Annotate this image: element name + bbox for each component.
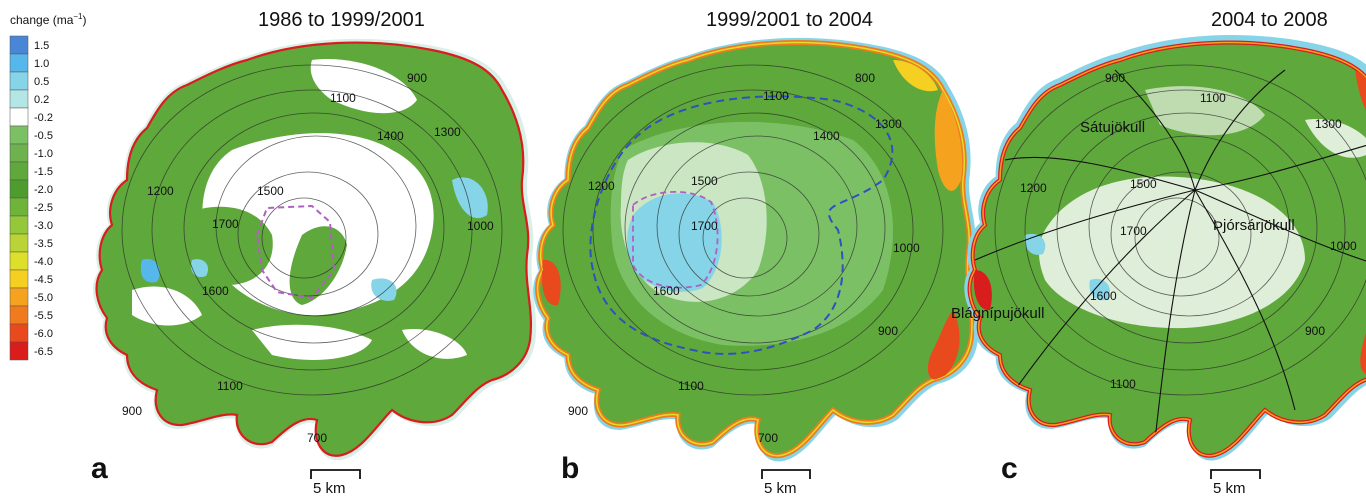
colorbar-tick-label: -3.0 [34, 220, 53, 232]
colorbar-tick-label: -1.5 [34, 166, 53, 178]
contour-label: 900 [878, 324, 898, 338]
place-names-c: Sátujökull Þjórsárjökull Blágnípujökull [951, 119, 1295, 322]
contour-label: 1600 [1090, 289, 1117, 303]
colorbar-tick-labels: 1.5 1.0 0.5 0.2 -0.2 -0.5 -1.0 -1.5 -2.0 -2.5 -3.0… [34, 40, 53, 358]
panel-b: 800 1100 1400 1300 1200 1500 1700 1000 1… [533, 37, 979, 462]
colorbar-tick-label: -1.0 [34, 148, 53, 160]
colorbar-swatch [9, 233, 29, 253]
scale-bar-label: 5 km [1213, 480, 1246, 497]
scale-bar-label: 5 km [764, 480, 797, 497]
colorbar-title: change (ma−1) [10, 12, 87, 27]
colorbar-swatch [9, 107, 29, 127]
contour-label: 1000 [893, 241, 920, 255]
colorbar-swatch [9, 35, 29, 55]
contour-label: 900 [122, 404, 142, 418]
colorbar-swatch [9, 323, 29, 343]
colorbar-tick-label: 0.5 [34, 76, 49, 88]
place-name-satujokull: Sátujökull [1080, 119, 1145, 136]
colorbar-swatch [9, 215, 29, 235]
colorbar-swatch [9, 179, 29, 199]
contour-label: 1100 [217, 379, 243, 393]
contour-label: 1100 [678, 379, 704, 393]
colorbar-tick-label: 1.0 [34, 58, 49, 70]
contour-label: 1300 [1315, 117, 1342, 131]
contour-label: 700 [307, 431, 327, 445]
scale-bar-label: 5 km [313, 480, 346, 497]
panel-c-title: 2004 to 2008 [1211, 9, 1328, 31]
colorbar-swatch [9, 53, 29, 73]
contour-label: 700 [758, 431, 778, 445]
contour-label: 1500 [1130, 177, 1157, 191]
colorbar-swatch [9, 89, 29, 109]
colorbar-tick-label: -6.5 [34, 346, 53, 358]
contour-label: 800 [855, 71, 875, 85]
colorbar-tick-label: -2.0 [34, 184, 53, 196]
contour-label: 1500 [257, 184, 284, 198]
colorbar-tick-label: 1.5 [34, 40, 49, 52]
contour-label: 1700 [1120, 224, 1147, 238]
colorbar-swatch [9, 197, 29, 217]
contour-label: 1000 [467, 219, 494, 233]
colorbar-tick-label: -4.5 [34, 274, 53, 286]
contour-label: 1300 [434, 125, 461, 139]
contour-labels-c: 900 1100 1300 1200 1500 1700 1600 1000 9… [1020, 71, 1357, 391]
panel-a-title: 1986 to 1999/2001 [258, 9, 425, 31]
panel-a-letter: a [91, 452, 108, 485]
colorbar-tick-label: -6.0 [34, 328, 53, 340]
contour-label: 1700 [691, 219, 718, 233]
contour-labels-b: 800 1100 1400 1300 1200 1500 1700 1000 1… [568, 71, 920, 445]
contour-label: 1100 [763, 89, 789, 103]
contour-label: 1100 [1110, 377, 1136, 391]
colorbar-swatch [9, 269, 29, 289]
contour-label: 1700 [212, 217, 239, 231]
contour-label: 1600 [653, 284, 680, 298]
contour-label: 1400 [813, 129, 840, 143]
contour-labels-a: 900 1100 1400 1300 1200 1500 1700 1000 1… [122, 71, 494, 445]
colorbar-swatch [9, 71, 29, 91]
colorbar-swatch [9, 305, 29, 325]
colorbar-swatches [9, 35, 29, 361]
colorbar-swatch [9, 143, 29, 163]
place-name-thjorsarjokull: Þjórsárjökull [1213, 217, 1295, 234]
colorbar-tick-label: -5.0 [34, 292, 53, 304]
colorbar-tick-label: -0.2 [34, 112, 53, 124]
contour-label: 1000 [1330, 239, 1357, 253]
contour-label: 1200 [147, 184, 174, 198]
colorbar-swatch [9, 287, 29, 307]
contour-label: 1600 [202, 284, 229, 298]
colorbar-swatch [9, 251, 29, 271]
colorbar: change (ma−1) 1.5 1.0 0.5 0.2 -0.2 -0.5 -1.0 -1… [9, 12, 87, 361]
panel-b-letter: b [561, 452, 579, 485]
colorbar-tick-label: -4.0 [34, 256, 53, 268]
contour-label: 900 [568, 404, 588, 418]
contour-label: 1100 [1200, 91, 1226, 105]
contour-label: 1100 [330, 91, 356, 105]
panel-c-letter: c [1001, 452, 1018, 485]
colorbar-tick-label: -3.5 [34, 238, 53, 250]
panel-c: 900 1100 1300 1200 1500 1700 1600 1000 9… [951, 34, 1366, 461]
contour-label: 900 [1305, 324, 1325, 338]
colorbar-tick-label: -5.5 [34, 310, 53, 322]
panel-a: 900 1100 1400 1300 1200 1500 1700 1000 1… [93, 38, 537, 461]
contour-label: 1200 [588, 179, 615, 193]
contour-label: 1400 [377, 129, 404, 143]
contour-label: 1200 [1020, 181, 1047, 195]
contour-label: 900 [1105, 71, 1125, 85]
colorbar-swatch [9, 125, 29, 145]
colorbar-tick-label: 0.2 [34, 94, 49, 106]
scale-bar-a: 5 km [310, 469, 361, 497]
colorbar-tick-label: -2.5 [34, 202, 53, 214]
contour-label: 900 [407, 71, 427, 85]
colorbar-tick-label: -0.5 [34, 130, 53, 142]
colorbar-swatch [9, 341, 29, 361]
place-name-blagnipujokull: Blágnípujökull [951, 305, 1044, 322]
contour-label: 1300 [875, 117, 902, 131]
panel-b-title: 1999/2001 to 2004 [706, 9, 873, 31]
colorbar-swatch [9, 161, 29, 181]
scale-bar-b: 5 km [761, 469, 811, 497]
contour-label: 1500 [691, 174, 718, 188]
scale-bar-c: 5 km [1210, 469, 1261, 497]
